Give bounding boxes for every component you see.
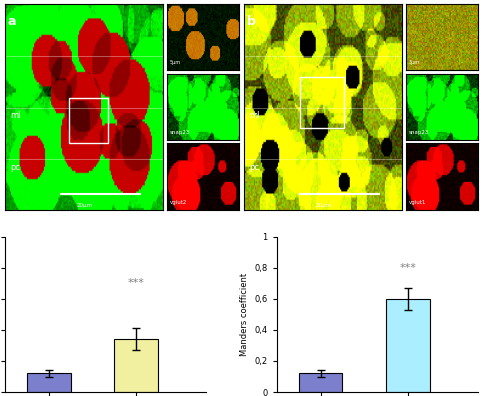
Text: ml: ml (249, 111, 260, 120)
Text: snap23: snap23 (409, 130, 429, 135)
Bar (298, 373, 342, 392)
Text: b: b (247, 15, 256, 28)
Y-axis label: Manders coefficient: Manders coefficient (240, 273, 249, 356)
Text: ml: ml (10, 111, 21, 120)
Text: 20µm: 20µm (315, 202, 331, 208)
Text: a: a (8, 15, 16, 28)
Text: ***: *** (128, 278, 144, 288)
Text: pc: pc (249, 163, 259, 171)
Text: 3µm: 3µm (409, 60, 420, 65)
Text: snap23: snap23 (170, 130, 190, 135)
Text: vglut1: vglut1 (409, 200, 426, 205)
Bar (114, 339, 158, 392)
Text: ***: *** (399, 263, 416, 273)
Text: vglut2: vglut2 (170, 200, 187, 205)
Bar (386, 299, 430, 392)
Bar (69, 97, 108, 143)
Text: 5µm: 5µm (170, 60, 181, 65)
Text: pc: pc (10, 163, 20, 171)
Text: 20µm: 20µm (76, 202, 93, 208)
Bar (299, 77, 344, 128)
Bar (27, 373, 71, 392)
